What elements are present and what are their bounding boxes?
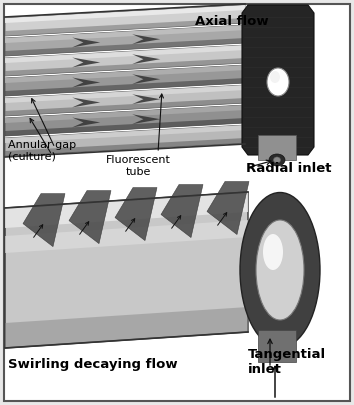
Polygon shape — [5, 5, 245, 36]
Polygon shape — [132, 114, 160, 124]
Polygon shape — [5, 78, 245, 96]
Polygon shape — [72, 77, 100, 87]
Polygon shape — [5, 105, 245, 123]
Polygon shape — [5, 38, 245, 56]
Polygon shape — [23, 194, 65, 247]
Polygon shape — [5, 138, 245, 156]
Polygon shape — [5, 125, 245, 156]
Polygon shape — [5, 85, 245, 103]
Text: Tangential
inlet: Tangential inlet — [248, 348, 326, 376]
Ellipse shape — [270, 71, 280, 83]
Ellipse shape — [274, 157, 280, 163]
Polygon shape — [5, 18, 245, 36]
Polygon shape — [72, 98, 100, 107]
Polygon shape — [5, 118, 245, 136]
Polygon shape — [5, 45, 245, 76]
Polygon shape — [5, 98, 245, 116]
Polygon shape — [5, 65, 245, 96]
Polygon shape — [72, 117, 100, 128]
Ellipse shape — [256, 220, 304, 320]
Polygon shape — [5, 58, 245, 76]
Polygon shape — [72, 38, 100, 47]
Polygon shape — [5, 25, 245, 56]
Polygon shape — [258, 135, 296, 160]
Polygon shape — [5, 25, 245, 43]
FancyBboxPatch shape — [4, 4, 350, 401]
Ellipse shape — [267, 68, 289, 96]
Text: Radial inlet: Radial inlet — [246, 162, 331, 175]
Text: Axial flow: Axial flow — [195, 15, 269, 28]
Polygon shape — [161, 185, 203, 238]
Polygon shape — [132, 74, 160, 84]
Polygon shape — [5, 105, 245, 136]
Polygon shape — [132, 54, 160, 64]
Polygon shape — [115, 188, 157, 241]
Polygon shape — [132, 94, 160, 104]
Text: Fluorescent
tube: Fluorescent tube — [105, 155, 170, 177]
Ellipse shape — [269, 154, 285, 166]
Text: Annular gap
(culture): Annular gap (culture) — [8, 140, 76, 162]
Polygon shape — [132, 34, 160, 44]
Polygon shape — [5, 85, 245, 116]
FancyBboxPatch shape — [258, 330, 296, 362]
Polygon shape — [5, 65, 245, 83]
Polygon shape — [5, 192, 248, 228]
Polygon shape — [5, 125, 245, 143]
Polygon shape — [5, 45, 245, 63]
Ellipse shape — [240, 192, 320, 347]
Polygon shape — [207, 181, 249, 234]
Polygon shape — [69, 191, 111, 244]
Polygon shape — [5, 220, 248, 253]
Ellipse shape — [263, 234, 283, 270]
Polygon shape — [5, 192, 248, 348]
Polygon shape — [5, 307, 248, 348]
Text: Swirling decaying flow: Swirling decaying flow — [8, 358, 178, 371]
Polygon shape — [5, 5, 245, 23]
Polygon shape — [72, 58, 100, 67]
Polygon shape — [242, 5, 314, 155]
